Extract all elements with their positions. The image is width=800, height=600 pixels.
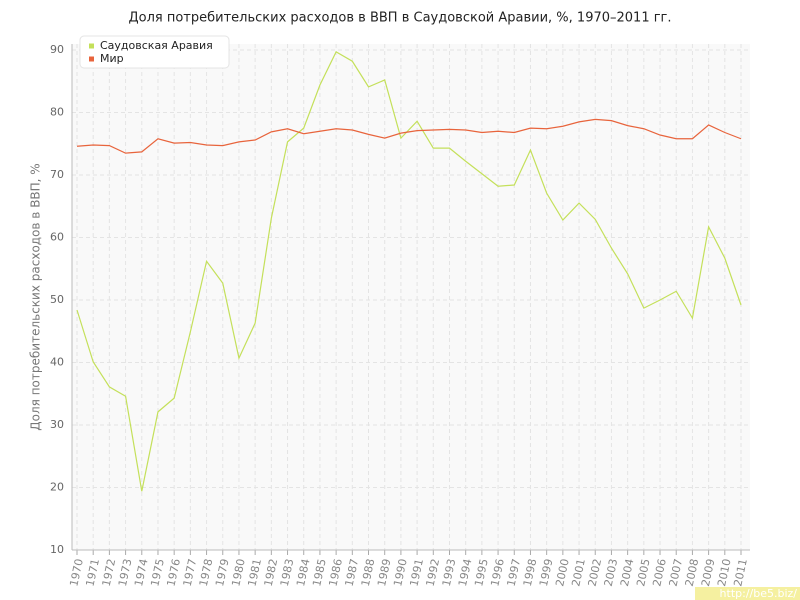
y-tick-label: 70 [50,168,64,181]
x-tick-label: 2000 [553,558,572,588]
x-tick-label: 1981 [245,558,264,588]
y-tick-label: 30 [50,418,64,431]
y-tick-label: 90 [50,43,64,56]
x-tick-label: 1999 [537,558,556,588]
x-tick-label: 1982 [262,558,281,588]
y-tick-label: 10 [50,543,64,556]
x-tick-label: 1975 [148,558,167,588]
x-tick-label: 2003 [602,558,621,588]
y-tick-label: 80 [50,106,64,119]
x-tick-label: 1985 [310,558,329,588]
x-tick-label: 2009 [699,558,718,588]
legend-label: Мир [100,52,124,65]
x-tick-label: 1970 [67,558,86,588]
legend-box [79,35,230,69]
x-tick-label: 1987 [343,558,362,588]
x-tick-label: 1990 [391,558,410,588]
y-tick-label: 50 [50,293,64,306]
x-tick-label: 1993 [440,558,459,588]
x-tick-label: 1972 [100,558,119,588]
x-tick-label: 1984 [294,558,313,588]
x-tick-label: 1976 [165,558,184,588]
x-tick-label: 2001 [569,558,588,588]
x-tick-label: 1997 [505,558,524,588]
legend-swatch [89,43,94,49]
x-tick-label: 2007 [667,558,686,588]
x-tick-label: 1992 [424,558,443,588]
x-tick-label: 1989 [375,558,394,588]
x-tick-label: 1980 [229,558,248,588]
x-tick-label: 2002 [586,558,605,588]
x-tick-label: 1996 [488,558,507,588]
legend-label: Саудовская Аравия [100,39,213,52]
chart-title: Доля потребительских расходов в ВВП в Са… [128,11,671,26]
y-tick-label: 20 [50,481,64,494]
x-tick-label: 2008 [683,558,702,588]
y-axis-label: Доля потребительских расходов в ВВП, % [29,163,43,430]
x-tick-label: 1974 [132,558,151,588]
x-tick-label: 2004 [618,558,637,588]
x-tick-label: 1977 [181,558,200,588]
x-tick-label: 1988 [359,558,378,588]
x-tick-label: 1979 [213,558,232,588]
x-tick-label: 1995 [472,558,491,588]
y-tick-label: 40 [50,356,64,369]
x-tick-label: 2010 [715,558,734,588]
x-tick-label: 1998 [521,558,540,588]
x-tick-label: 2006 [650,558,669,588]
legend-swatch [89,56,94,62]
x-tick-label: 2005 [634,558,653,588]
series-line [76,118,742,154]
y-tick-label: 60 [50,231,64,244]
x-tick-label: 1986 [326,558,345,588]
x-tick-label: 2011 [731,558,750,588]
x-tick-label: 1971 [84,558,103,588]
watermark-bg [695,587,800,600]
x-tick-label: 1978 [197,558,216,588]
x-tick-label: 1991 [407,558,426,588]
x-tick-label: 1994 [456,558,475,588]
x-tick-label: 1973 [116,558,135,588]
x-tick-label: 1983 [278,558,297,588]
series-line [76,51,742,492]
watermark: http://be5.biz/ [720,587,798,600]
